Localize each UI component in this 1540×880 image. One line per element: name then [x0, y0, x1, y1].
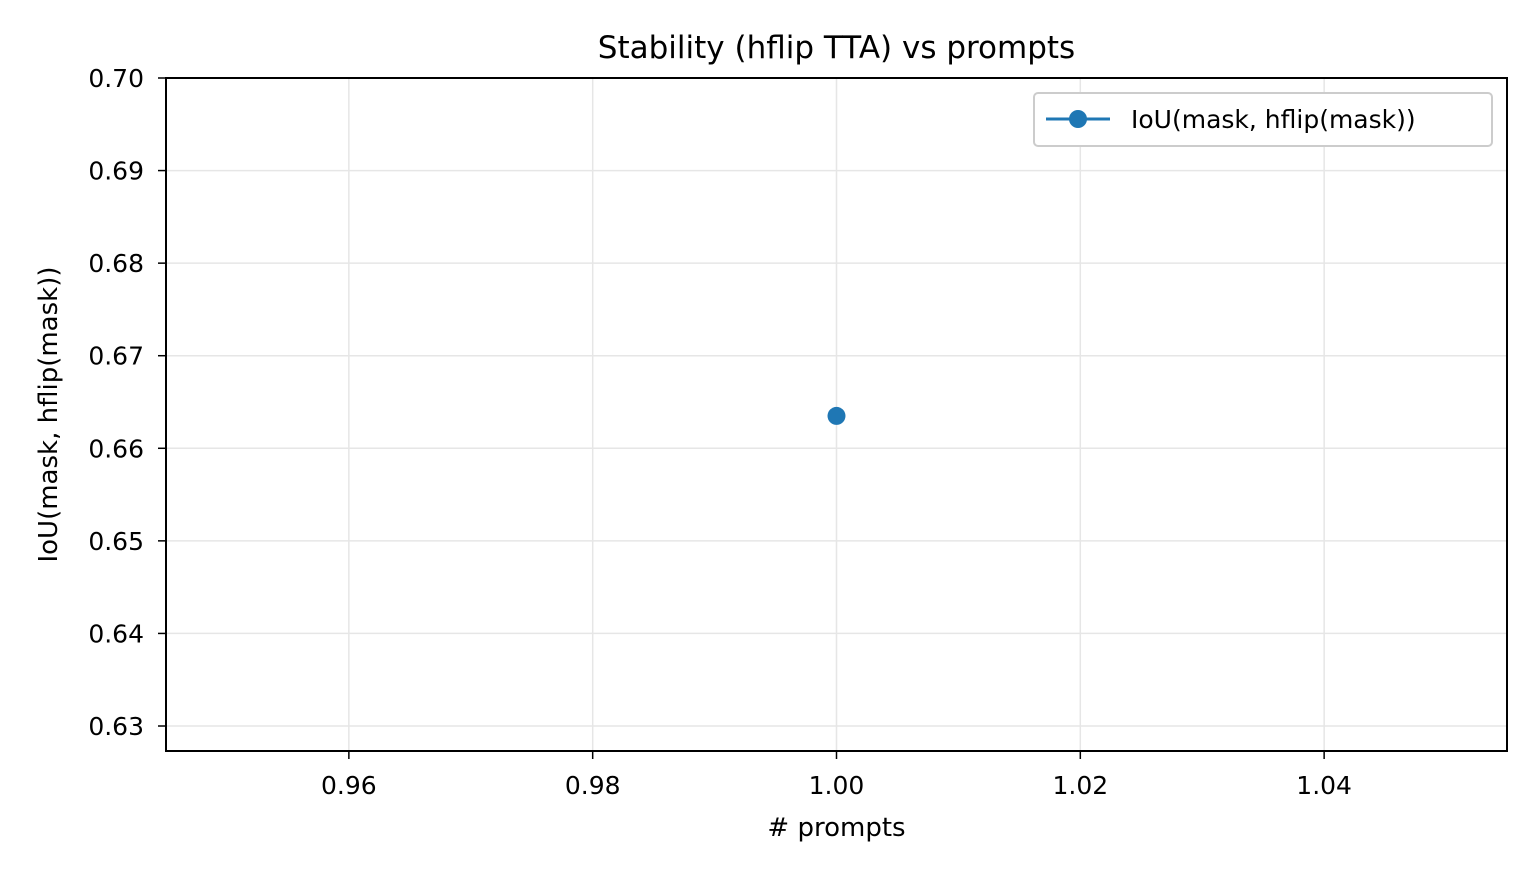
- x-tick-label: 0.96: [321, 771, 377, 800]
- y-tick-label: 0.67: [88, 342, 144, 371]
- y-tick-label: 0.66: [88, 434, 144, 463]
- y-tick-label: 0.65: [88, 527, 144, 556]
- x-axis-ticks: 0.96 0.98 1.00 1.02 1.04: [321, 751, 1352, 800]
- legend-label: IoU(mask, hflip(mask)): [1131, 105, 1416, 134]
- chart-title: Stability (hflip TTA) vs prompts: [598, 30, 1075, 66]
- legend-box: [1033, 92, 1493, 147]
- y-tick-label: 0.63: [88, 712, 144, 741]
- y-tick-label: 0.68: [88, 249, 144, 278]
- x-tick-label: 1.02: [1052, 771, 1108, 800]
- x-tick-label: 0.98: [565, 771, 621, 800]
- data-series: [827, 406, 846, 425]
- x-tick-label: 1.04: [1296, 771, 1352, 800]
- legend: IoU(mask, hflip(mask)): [1033, 92, 1493, 147]
- x-axis-label: # prompts: [767, 813, 905, 843]
- y-tick-label: 0.70: [88, 64, 144, 93]
- data-point: [827, 406, 846, 425]
- x-tick-label: 1.00: [809, 771, 865, 800]
- y-axis-label: IoU(mask, hflip(mask)): [34, 266, 64, 562]
- y-tick-label: 0.64: [88, 619, 144, 648]
- legend-marker-swatch: [1069, 110, 1087, 128]
- y-axis-ticks: 0.63 0.64 0.65 0.66 0.67 0.68 0.69 0.70: [88, 64, 166, 741]
- y-tick-label: 0.69: [88, 157, 144, 186]
